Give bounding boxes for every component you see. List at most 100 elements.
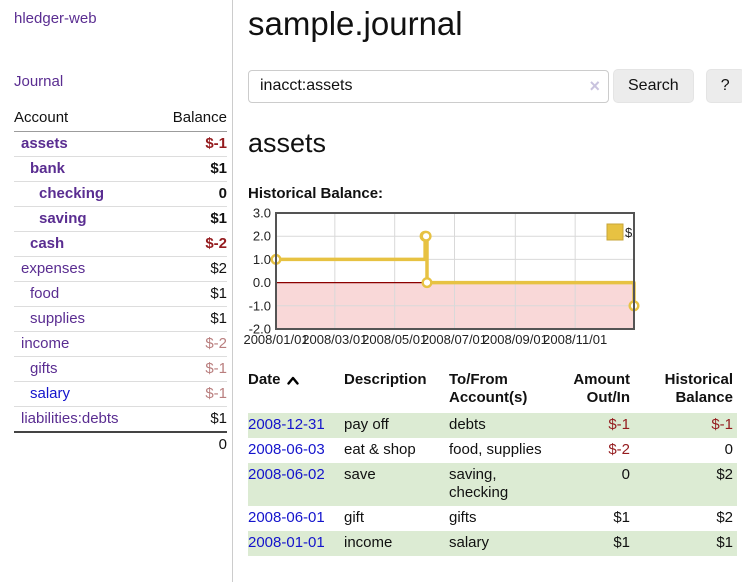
transaction-accounts: salary — [449, 534, 490, 551]
transaction-accounts: food, supplies — [449, 441, 542, 458]
x-tick-label: 2008/05/01 — [362, 332, 427, 347]
account-table-header: Account Balance — [14, 107, 227, 132]
transaction-description: pay off — [344, 416, 389, 433]
balance-column-header: Balance — [172, 109, 227, 126]
account-balance: $1 — [210, 285, 227, 302]
transaction-accounts: gifts — [449, 509, 477, 526]
clear-search-icon[interactable]: × — [589, 75, 600, 96]
main-content: sample.journal × Search ? assets Histori… — [232, 0, 742, 556]
sidebar-account-link[interactable]: gifts — [30, 360, 58, 377]
transaction-date-link[interactable]: 2008-06-02 — [248, 466, 325, 483]
account-balance: $-2 — [205, 235, 227, 252]
balance-total-row: 0 — [14, 431, 227, 457]
account-row: food $1 — [14, 282, 227, 307]
account-balance: 0 — [218, 185, 227, 202]
column-header-date[interactable]: Date — [248, 369, 344, 413]
account-row: bank $1 — [14, 157, 227, 182]
transaction-date-link[interactable]: 2008-01-01 — [248, 534, 325, 551]
sidebar-account-link[interactable]: cash — [30, 235, 65, 252]
transaction-row: 2008-01-01 income salary $1 $1 — [248, 531, 737, 556]
sidebar-account-link[interactable]: supplies — [30, 310, 86, 327]
x-tick-label: 2008/07/01 — [422, 332, 487, 347]
transaction-description: gift — [344, 509, 365, 526]
plot-border — [275, 212, 635, 330]
help-button[interactable]: ? — [705, 69, 742, 103]
sidebar-account-link[interactable]: salary — [30, 385, 71, 402]
x-tick-label: 2008/11/01 — [543, 332, 607, 347]
y-tick-label: 0.0 — [253, 275, 271, 290]
app-title-link[interactable]: hledger-web — [14, 10, 97, 27]
y-tick-label: 2.0 — [253, 229, 271, 244]
account-balance: $-1 — [205, 360, 227, 377]
transaction-balance: $2 — [716, 466, 733, 483]
account-row: assets $-1 — [14, 132, 227, 157]
account-row: gifts $-1 — [14, 357, 227, 382]
account-column-header: Account — [14, 109, 69, 126]
transaction-accounts: debts — [449, 416, 486, 433]
sidebar-account-link[interactable]: liabilities:debts — [21, 410, 119, 427]
sidebar: hledger-web Journal Account Balance asse… — [0, 0, 233, 582]
search-button[interactable]: Search — [613, 69, 694, 103]
search-input[interactable] — [248, 69, 609, 103]
account-balance: $1 — [210, 310, 227, 327]
x-tick-label: 2008/03/01 — [302, 332, 367, 347]
column-header-label: Amount Out/In — [573, 371, 630, 406]
transaction-date-link[interactable]: 2008-06-03 — [248, 441, 325, 458]
account-row: supplies $1 — [14, 307, 227, 332]
transaction-date-cell: 2008-01-01 — [248, 531, 344, 556]
transaction-amount: $1 — [613, 534, 630, 551]
transaction-description: save — [344, 466, 376, 483]
account-balance: $-1 — [205, 385, 227, 402]
sidebar-account-link[interactable]: saving — [39, 210, 87, 227]
account-balance: $1 — [210, 160, 227, 177]
y-tick-label: -2.0 — [249, 322, 271, 337]
transaction-date-link[interactable]: 2008-06-01 — [248, 509, 325, 526]
account-row: cash $-2 — [14, 232, 227, 257]
account-row: saving $1 — [14, 207, 227, 232]
sidebar-account-link[interactable]: bank — [30, 160, 66, 177]
sidebar-account-link[interactable]: food — [30, 285, 60, 302]
balance-chart: $3.0 2.0 1.0 0.0 -1.0 -2.02008/01/012008/03/0… — [243, 206, 640, 347]
transaction-balance: $-1 — [711, 416, 733, 433]
data-point-marker — [420, 230, 432, 242]
account-row: expenses $2 — [14, 257, 227, 282]
transaction-balance: $2 — [716, 509, 733, 526]
x-tick-label: 2008/01/01 — [243, 332, 308, 347]
sidebar-item-journal[interactable]: Journal — [14, 73, 64, 90]
transaction-date-link[interactable]: 2008-12-31 — [248, 416, 325, 433]
transaction-balance: $1 — [716, 534, 733, 551]
sort-ascending-icon — [286, 376, 299, 385]
account-row: liabilities:debts $1 — [14, 407, 227, 431]
account-heading: assets — [248, 128, 327, 158]
page-title: sample.journal — [248, 5, 463, 42]
chart-title: Historical Balance: — [248, 185, 384, 202]
column-header-amount-out-in: Amount Out/In — [557, 369, 642, 413]
sidebar-account-link[interactable]: expenses — [21, 260, 86, 277]
transaction-date-cell: 2008-06-02 — [248, 463, 344, 506]
search-form: × Search ? — [248, 69, 742, 103]
transaction-amount: $-2 — [608, 441, 630, 458]
transaction-date-cell: 2008-12-31 — [248, 413, 344, 438]
sidebar-account-link[interactable]: assets — [21, 135, 68, 152]
account-row: income $-2 — [14, 332, 227, 357]
transaction-amount: $1 — [613, 509, 630, 526]
transaction-description: eat & shop — [344, 441, 416, 458]
account-balance: $-2 — [205, 335, 227, 352]
column-header-label: Historical Balance — [664, 371, 733, 406]
legend-swatch — [606, 223, 624, 241]
sidebar-account-link[interactable]: income — [21, 335, 70, 352]
register-table: Date Description To/From Account(s) Amount … — [248, 369, 737, 556]
transaction-row: 2008-12-31 pay off debts $-1 $-1 — [248, 413, 737, 438]
column-header-label: To/From Account(s) — [449, 371, 528, 406]
transaction-amount: $-1 — [608, 416, 630, 433]
y-tick-label: 1.0 — [253, 252, 271, 267]
account-balance: $2 — [210, 260, 227, 277]
balance-total: 0 — [218, 436, 227, 453]
x-tick-label: 2008/09/01 — [483, 332, 548, 347]
transaction-accounts: saving, checking — [449, 466, 509, 501]
y-tick-label: -1.0 — [249, 298, 271, 313]
column-header-historical-balance: Historical Balance — [642, 369, 737, 413]
sidebar-account-link[interactable]: checking — [39, 185, 105, 202]
register-header-row: Date Description To/From Account(s) Amount … — [248, 369, 737, 413]
account-balance: $-1 — [205, 135, 227, 152]
